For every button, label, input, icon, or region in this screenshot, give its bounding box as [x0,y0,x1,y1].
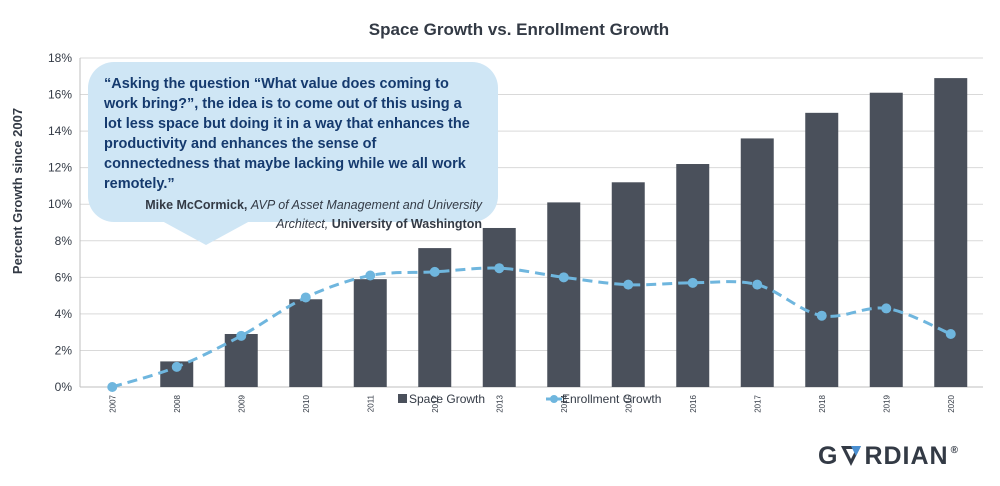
point-enrollment-growth-2017 [752,279,763,290]
y-tick-label: 6% [55,270,73,284]
x-tick-label: 2013 [495,394,504,412]
legend-label-space-growth: Space Growth [409,392,485,406]
quote-callout-tail [162,221,250,245]
x-tick-label: 2014 [560,394,569,412]
point-enrollment-growth-2016 [687,277,698,288]
bar-space-growth-2013 [482,227,516,387]
quote-text: “Asking the question “What value does co… [104,76,470,192]
point-enrollment-growth-2015 [623,279,634,290]
logo-registered-mark: ® [950,445,959,456]
y-tick-label: 0% [55,380,73,394]
y-axis-label: Percent Growth since 2007 [10,108,25,274]
point-enrollment-growth-2018 [816,310,827,321]
y-axis-ticks: 0% 2% 4% 6% 8% 10% 12% 14% 16% 18% [48,51,72,394]
y-tick-label: 18% [48,51,72,65]
bar-space-growth-2011 [353,279,387,387]
bar-space-growth-2014 [547,202,581,387]
y-tick-label: 8% [55,234,73,248]
bar-space-growth-2010 [289,299,323,387]
enrollment-growth-line [107,263,956,392]
quote-attribution: Mike McCormick, AVP of Asset Management … [104,196,482,234]
legend-swatch-enrollment-marker [550,395,558,403]
point-enrollment-growth-2008 [171,361,182,372]
point-enrollment-growth-2009 [236,330,247,341]
bar-space-growth-2018 [805,112,839,387]
x-tick-label: 2016 [689,394,698,412]
gordian-logo: G RDIAN ® [818,441,959,471]
gordian-shield-icon [841,446,862,466]
y-tick-label: 16% [48,88,72,102]
quote-author-org: University of Washington [331,217,482,231]
point-enrollment-growth-2012 [429,266,440,277]
bar-space-growth-2017 [740,138,774,387]
space-growth-bars [160,78,968,387]
bar-space-growth-2016 [676,164,710,387]
point-enrollment-growth-2011 [365,270,376,281]
x-tick-label: 2015 [624,394,633,412]
x-tick-label: 2019 [882,394,891,412]
x-tick-label: 2020 [947,394,956,412]
x-axis-ticks: 2007 2008 2009 2010 2011 2012 2013 2014 2015 2016… [108,394,956,412]
bar-space-growth-2019 [869,92,903,387]
logo-letter-g: G [818,441,839,470]
legend-swatch-space-growth [398,394,407,403]
x-tick-label: 2011 [366,394,375,412]
bar-space-growth-2020 [934,78,968,387]
y-tick-label: 12% [48,161,72,175]
point-enrollment-growth-2007 [107,382,118,392]
legend: Space Growth Enrollment Growth [398,392,661,406]
point-enrollment-growth-2019 [881,303,892,314]
x-tick-label: 2017 [753,394,762,412]
x-tick-label: 2007 [108,394,117,412]
point-enrollment-growth-2020 [945,328,956,339]
y-tick-label: 10% [48,197,72,211]
quote-author-name: Mike McCormick, [145,198,248,212]
bar-space-growth-2009 [224,333,258,387]
quote-callout: “Asking the question “What value does co… [88,62,498,231]
y-tick-label: 4% [55,307,73,321]
legend-label-enrollment-growth: Enrollment Growth [562,392,661,406]
point-enrollment-growth-2014 [558,272,569,283]
x-tick-label: 2008 [173,394,182,412]
x-tick-label: 2009 [237,394,246,412]
enrollment-growth-path [111,266,952,389]
y-tick-label: 2% [55,343,73,357]
y-tick-label: 14% [48,124,72,138]
logo-text: RDIAN [864,441,949,470]
x-tick-label: 2010 [302,394,311,412]
point-enrollment-growth-2010 [300,292,311,303]
x-tick-label: 2012 [431,394,440,412]
point-enrollment-growth-2013 [494,263,505,274]
x-tick-label: 2018 [818,394,827,412]
chart-title: Space Growth vs. Enrollment Growth [369,20,669,39]
quote-author-role: AVP of Asset Management and University A… [250,198,482,231]
